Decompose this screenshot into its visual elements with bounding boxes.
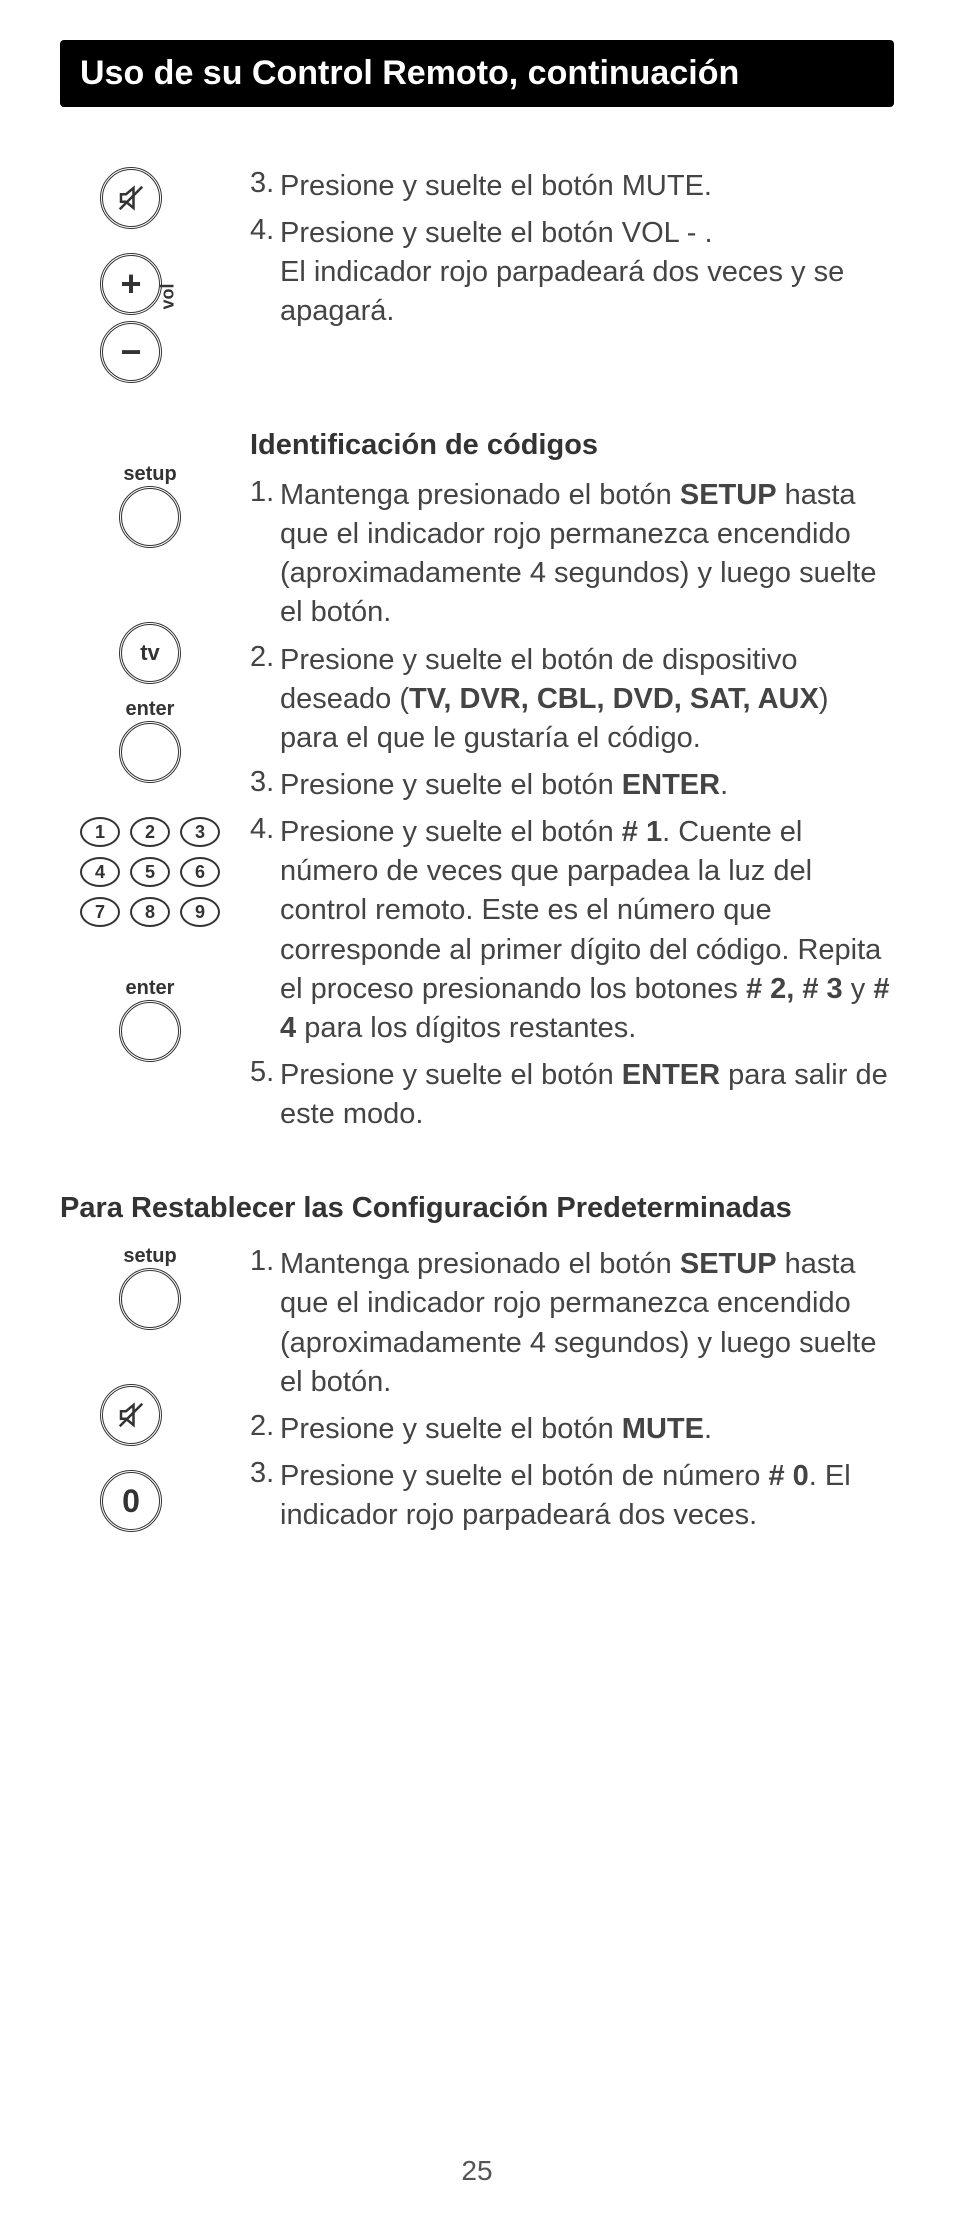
instruction-row: 5.Presione y suelte el botón ENTER para … bbox=[250, 1056, 894, 1134]
instruction-text: Presione y suelte el botón de dispositiv… bbox=[280, 641, 894, 758]
instruction-text: Presione y suelte el botón # 1. Cuente e… bbox=[280, 813, 894, 1048]
instruction-text: Mantenga presionado el botón SETUP hasta… bbox=[280, 476, 894, 633]
page-title: Uso de su Control Remoto, continuación bbox=[60, 40, 894, 107]
keypad-digit: 7 bbox=[80, 897, 120, 927]
zero-button-icon: 0 bbox=[100, 1470, 162, 1532]
instruction-text: Presione y suelte el botón ENTER. bbox=[280, 766, 728, 805]
instruction-number: 5. bbox=[250, 1056, 280, 1134]
instruction-text: Presione y suelte el botón VOL - .El ind… bbox=[280, 214, 894, 331]
instruction-text: Presione y suelte el botón de número # 0… bbox=[280, 1457, 894, 1535]
keypad-digit: 2 bbox=[130, 817, 170, 847]
volume-icon: + − vol bbox=[100, 253, 164, 383]
enter-button-icon-2: enter bbox=[100, 977, 200, 1062]
page-number: 25 bbox=[0, 2155, 954, 2187]
vol-label: vol bbox=[158, 283, 179, 309]
keypad-digit: 6 bbox=[180, 857, 220, 887]
section-1: + − vol 3.Presione y suelte el botón MUT… bbox=[60, 167, 894, 383]
keypad-digit: 4 bbox=[80, 857, 120, 887]
instruction-number: 2. bbox=[250, 1410, 280, 1449]
instruction-number: 3. bbox=[250, 766, 280, 805]
section-heading-reset: Para Restablecer las Configuración Prede… bbox=[60, 1192, 894, 1225]
instruction-text: Presione y suelte el botón ENTER para sa… bbox=[280, 1056, 894, 1134]
instruction-number: 2. bbox=[250, 641, 280, 758]
section-2: setup tv enter 123 456 789 enter Identific… bbox=[60, 393, 894, 1142]
instruction-number: 1. bbox=[250, 1245, 280, 1402]
keypad-icon: 123 456 789 bbox=[80, 817, 250, 927]
instruction-row: 2.Presione y suelte el botón MUTE. bbox=[250, 1410, 894, 1449]
instruction-text: Presione y suelte el botón MUTE. bbox=[280, 167, 712, 206]
instruction-row: 1.Mantenga presionado el botón SETUP has… bbox=[250, 1245, 894, 1402]
keypad-digit: 8 bbox=[130, 897, 170, 927]
instruction-number: 3. bbox=[250, 167, 280, 206]
instruction-row: 3.Presione y suelte el botón ENTER. bbox=[250, 766, 894, 805]
instruction-number: 4. bbox=[250, 214, 280, 331]
instruction-row: 2.Presione y suelte el botón de disposit… bbox=[250, 641, 894, 758]
section-heading-codes: Identificación de códigos bbox=[250, 429, 894, 462]
setup-button-icon-2: setup bbox=[100, 1245, 200, 1330]
tv-button-icon: tv bbox=[100, 622, 200, 684]
instruction-row: 4.Presione y suelte el botón VOL - .El i… bbox=[250, 214, 894, 331]
instruction-row: 4.Presione y suelte el botón # 1. Cuente… bbox=[250, 813, 894, 1048]
instruction-number: 1. bbox=[250, 476, 280, 633]
vol-minus-icon: − bbox=[100, 321, 162, 383]
section-3: setup 0 1.Mantenga presionado el botón S… bbox=[60, 1245, 894, 1556]
instruction-text: Presione y suelte el botón MUTE. bbox=[280, 1410, 712, 1449]
enter-button-icon: enter bbox=[100, 698, 200, 783]
keypad-digit: 9 bbox=[180, 897, 220, 927]
instruction-row: 3.Presione y suelte el botón de número #… bbox=[250, 1457, 894, 1535]
keypad-digit: 5 bbox=[130, 857, 170, 887]
instruction-row: 1.Mantenga presionado el botón SETUP has… bbox=[250, 476, 894, 633]
keypad-digit: 1 bbox=[80, 817, 120, 847]
setup-button-icon: setup bbox=[100, 463, 200, 548]
vol-plus-icon: + bbox=[100, 253, 162, 315]
mute-icon bbox=[100, 167, 162, 229]
instruction-row: 3.Presione y suelte el botón MUTE. bbox=[250, 167, 894, 206]
mute-icon-2 bbox=[100, 1384, 162, 1446]
instruction-number: 4. bbox=[250, 813, 280, 1048]
instruction-number: 3. bbox=[250, 1457, 280, 1535]
instruction-text: Mantenga presionado el botón SETUP hasta… bbox=[280, 1245, 894, 1402]
keypad-digit: 3 bbox=[180, 817, 220, 847]
